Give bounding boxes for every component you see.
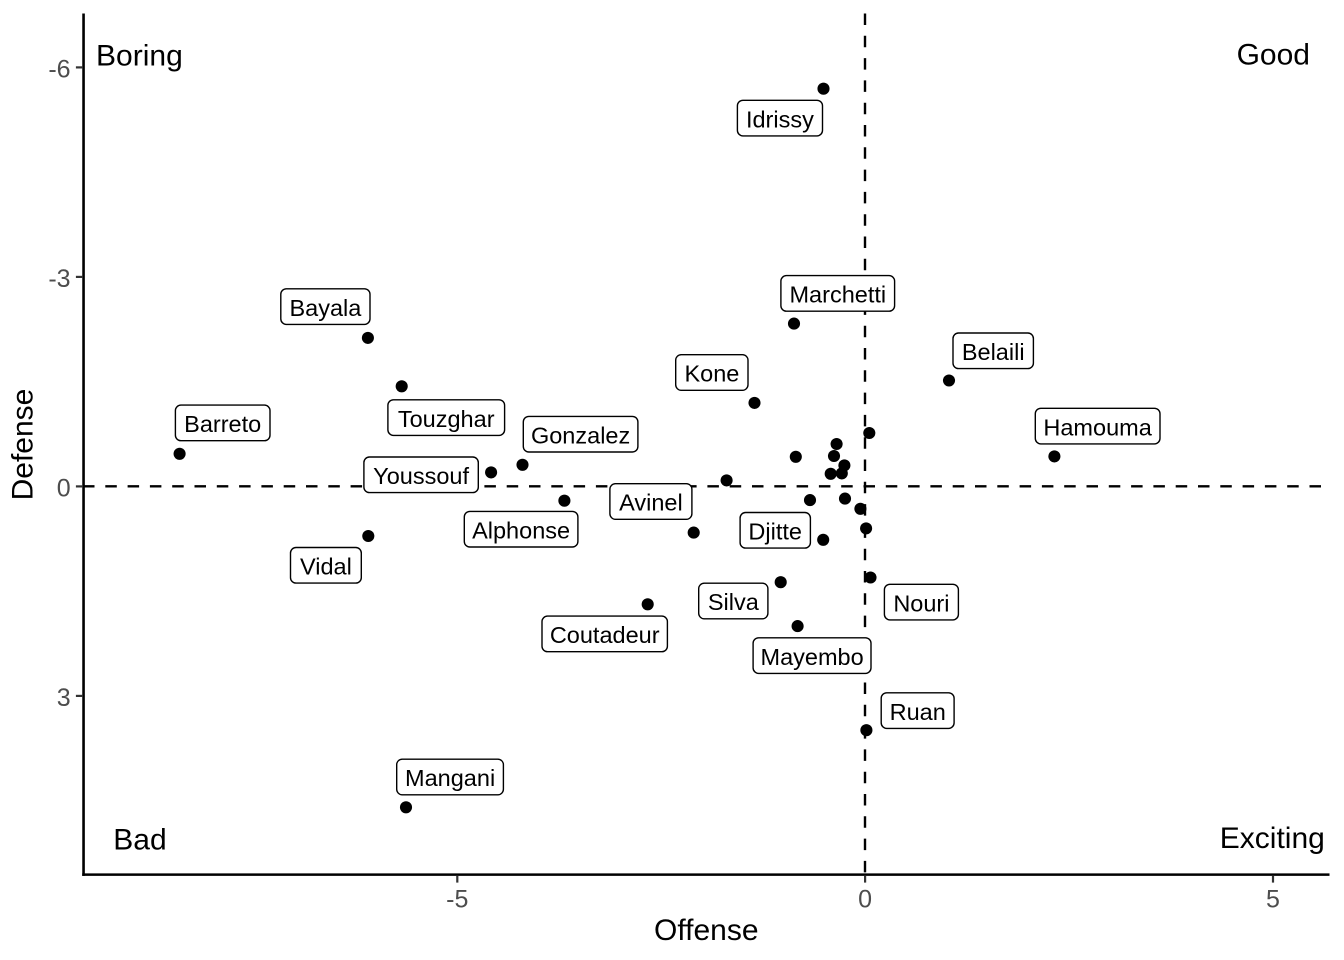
svg-text:Barreto: Barreto xyxy=(184,411,261,437)
svg-text:Kone: Kone xyxy=(684,361,739,387)
svg-text:-3: -3 xyxy=(48,265,70,293)
svg-text:Idrissy: Idrissy xyxy=(746,106,814,132)
svg-text:Bayala: Bayala xyxy=(289,295,362,321)
svg-text:Coutadeur: Coutadeur xyxy=(550,622,660,648)
svg-text:Bad: Bad xyxy=(113,824,166,857)
svg-text:Defense: Defense xyxy=(7,389,40,501)
svg-text:Boring: Boring xyxy=(96,40,183,73)
svg-text:Gonzalez: Gonzalez xyxy=(531,422,630,448)
svg-text:Vidal: Vidal xyxy=(300,554,352,580)
svg-text:Avinel: Avinel xyxy=(619,490,683,516)
svg-text:-6: -6 xyxy=(48,55,70,83)
svg-text:Silva: Silva xyxy=(708,589,760,615)
svg-text:Touzghar: Touzghar xyxy=(398,406,495,432)
svg-text:Offense: Offense xyxy=(654,914,759,947)
svg-text:Exciting: Exciting xyxy=(1220,822,1325,855)
svg-text:Marchetti: Marchetti xyxy=(789,282,886,308)
svg-text:Hamouma: Hamouma xyxy=(1043,414,1152,440)
svg-text:Mayembo: Mayembo xyxy=(761,644,864,670)
svg-text:3: 3 xyxy=(57,684,71,712)
svg-text:Nouri: Nouri xyxy=(893,590,949,616)
svg-text:0: 0 xyxy=(858,885,872,913)
svg-text:Good: Good xyxy=(1237,39,1310,72)
svg-text:0: 0 xyxy=(57,474,71,502)
svg-text:5: 5 xyxy=(1266,885,1280,913)
svg-text:Alphonse: Alphonse xyxy=(472,517,570,543)
svg-text:Belaili: Belaili xyxy=(962,339,1025,365)
svg-text:Youssouf: Youssouf xyxy=(373,463,469,489)
svg-text:Mangani: Mangani xyxy=(405,765,495,791)
svg-text:Djitte: Djitte xyxy=(748,519,802,545)
svg-text:-5: -5 xyxy=(446,885,468,913)
svg-text:Ruan: Ruan xyxy=(890,699,946,725)
